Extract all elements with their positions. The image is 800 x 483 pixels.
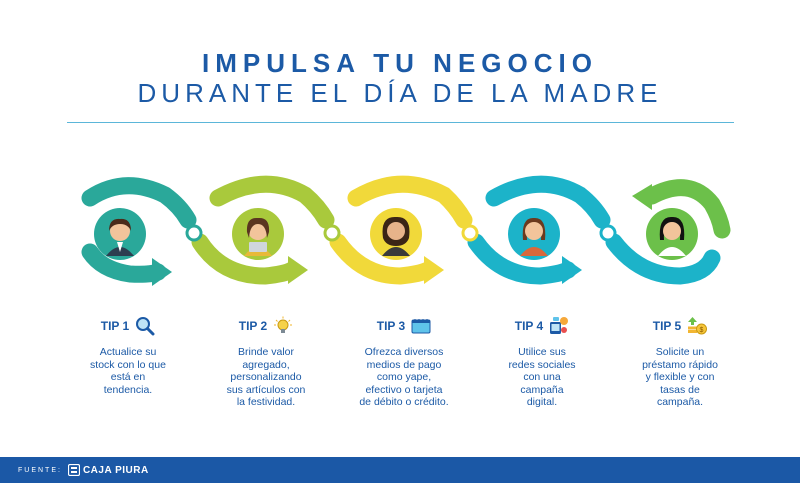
joint-dot-4 <box>599 224 617 242</box>
tip-label: TIP 4 <box>514 319 544 333</box>
tip-text-line: tendencia. <box>103 383 153 396</box>
tip-text-line: Ofrezca diversos <box>364 346 444 358</box>
tip-text-line: digital. <box>526 396 558 408</box>
tip-text-line: redes sociales <box>508 358 576 371</box>
tip-5: TIP 5 $ Solicite un préstamo rápido y fl… <box>612 316 748 409</box>
wave-arc-lower-4 <box>467 233 577 285</box>
arrowhead-1 <box>152 258 172 286</box>
tip-text-line: la festividad. <box>236 396 296 408</box>
avatar-1 <box>94 208 146 260</box>
lightbulb-icon <box>274 316 293 333</box>
page-subtitle: DURANTE EL DÍA DE LA MADRE <box>137 78 663 108</box>
title-divider <box>67 122 734 123</box>
tip-text-line: tasas de <box>660 383 700 396</box>
money-growth-icon: $ <box>688 317 708 335</box>
caja-piura-logo-icon <box>67 464 80 476</box>
arrowhead-5 <box>632 184 652 210</box>
tip-text-line: como yape, <box>376 371 432 383</box>
tip-text-line: stock con lo que <box>90 358 166 371</box>
tips-wave-graphic <box>81 175 731 286</box>
wave-arc-lower-3 <box>329 233 437 285</box>
svg-text:$: $ <box>700 327 704 334</box>
tip-text-line: Actualice su <box>99 346 157 358</box>
tip-text-line: y flexible y con <box>645 371 715 383</box>
tip-label: TIP 5 <box>652 319 682 333</box>
wave-arc-upper-3 <box>347 175 473 229</box>
wave-arc-lower-2 <box>191 233 301 285</box>
tip-2: TIP 2 Brinde valor agregado, personaliza… <box>198 316 334 409</box>
avatar-4 <box>508 208 560 260</box>
tip-1: TIP 1 Actualice su stock con lo que está… <box>60 316 196 396</box>
tip-description: Actualice su stock con lo que está en te… <box>60 346 196 396</box>
tip-text-line: está en <box>110 371 146 383</box>
tip-text-line: Utilice sus <box>518 346 566 358</box>
brand-logo: CAJA PIURA <box>67 464 149 476</box>
joint-dot-1 <box>185 224 203 242</box>
magnifier-icon <box>136 317 155 336</box>
tip-text-line: Solicite un <box>655 346 705 358</box>
tip-text-line: Brinde valor <box>237 346 295 358</box>
tip-text-line: campaña <box>520 383 564 396</box>
tip-description: Brinde valor agregado, personalizando su… <box>198 346 334 409</box>
tip-text-line: sus artículos con <box>226 383 306 396</box>
brand-name: CAJA PIURA <box>82 464 149 476</box>
tip-description: Solicite un préstamo rápido y flexible y… <box>612 346 748 409</box>
tip-text-line: personalizando <box>230 371 302 383</box>
avatar-5 <box>646 208 698 260</box>
wave-arc-upper-1 <box>81 177 197 229</box>
tip-text-line: medios de pago <box>366 358 442 371</box>
joint-dot-2 <box>323 224 341 242</box>
card-icon <box>411 319 431 334</box>
footer-bar: FUENTE: CAJA PIURA <box>0 457 800 483</box>
wave-arc-upper-5 <box>643 179 731 239</box>
tip-description: Utilice sus redes sociales con una campa… <box>474 346 610 409</box>
joint-dot-3 <box>461 224 479 242</box>
arrowhead-3 <box>424 256 444 284</box>
tip-text-line: con una <box>523 371 561 383</box>
social-media-icon <box>550 317 569 334</box>
tip-4: TIP 4 Utilice sus redes sociales con una… <box>474 316 610 409</box>
wave-arc-lower-5 <box>605 233 721 285</box>
tip-label: TIP 3 <box>376 319 406 333</box>
page-title: IMPULSA TU NEGOCIO <box>202 48 598 78</box>
source-label: FUENTE: <box>18 466 62 474</box>
tip-description: Ofrezca diversos medios de pago como yap… <box>336 346 472 409</box>
avatar-2 <box>232 208 284 260</box>
wave-arc-upper-4 <box>485 175 611 229</box>
arrowhead-4 <box>562 256 582 284</box>
tip-text-line: efectivo o tarjeta <box>365 383 443 396</box>
tip-label: TIP 2 <box>238 319 268 333</box>
arrowhead-2 <box>288 256 308 284</box>
avatar-3 <box>370 208 422 260</box>
tip-text-line: de débito o crédito. <box>359 396 449 408</box>
tip-text-line: préstamo rápido <box>642 358 718 371</box>
tip-3: TIP 3 Ofrezca diversos medios de pago co… <box>336 316 472 409</box>
tip-text-line: agregado, <box>242 358 290 371</box>
tip-text-line: campaña. <box>656 396 704 408</box>
tip-label: TIP 1 <box>100 319 130 333</box>
wave-arc-upper-2 <box>209 175 335 229</box>
